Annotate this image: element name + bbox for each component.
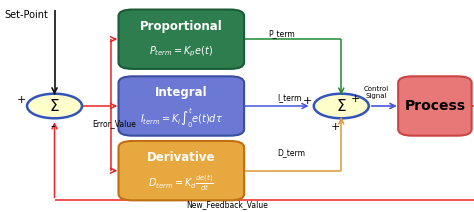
Text: +: + [302, 96, 312, 106]
Text: Integral: Integral [155, 86, 208, 99]
Text: D_term: D_term [277, 148, 306, 157]
Text: New_Feedback_Value: New_Feedback_Value [187, 200, 268, 209]
Text: P_term: P_term [269, 29, 295, 38]
Circle shape [27, 94, 82, 118]
Text: $I_{term}=K_i\int_0^t e(t)d\tau$: $I_{term}=K_i\int_0^t e(t)d\tau$ [140, 107, 223, 130]
FancyBboxPatch shape [118, 10, 244, 69]
Text: Derivative: Derivative [147, 151, 216, 164]
Text: I_term: I_term [277, 93, 301, 102]
Text: $P_{term}=K_p e(t)$: $P_{term}=K_p e(t)$ [149, 45, 213, 59]
Text: $D_{term}=K_d\frac{de(t)}{dt}$: $D_{term}=K_d\frac{de(t)}{dt}$ [148, 173, 214, 193]
Text: +: + [350, 94, 360, 104]
Text: Proportional: Proportional [140, 20, 223, 33]
Text: $\Sigma$: $\Sigma$ [49, 98, 60, 114]
FancyBboxPatch shape [118, 141, 244, 200]
Text: +: + [331, 122, 340, 132]
Text: Process: Process [404, 99, 465, 113]
Text: -: - [50, 120, 55, 133]
Text: $\Sigma$: $\Sigma$ [336, 98, 346, 114]
Text: +: + [17, 95, 26, 105]
Text: Set-Point: Set-Point [5, 10, 49, 20]
Text: Error_Value: Error_Value [92, 119, 137, 128]
FancyBboxPatch shape [398, 76, 472, 136]
Circle shape [314, 94, 369, 118]
FancyBboxPatch shape [118, 76, 244, 136]
Text: Control
Signal: Control Signal [363, 86, 389, 99]
